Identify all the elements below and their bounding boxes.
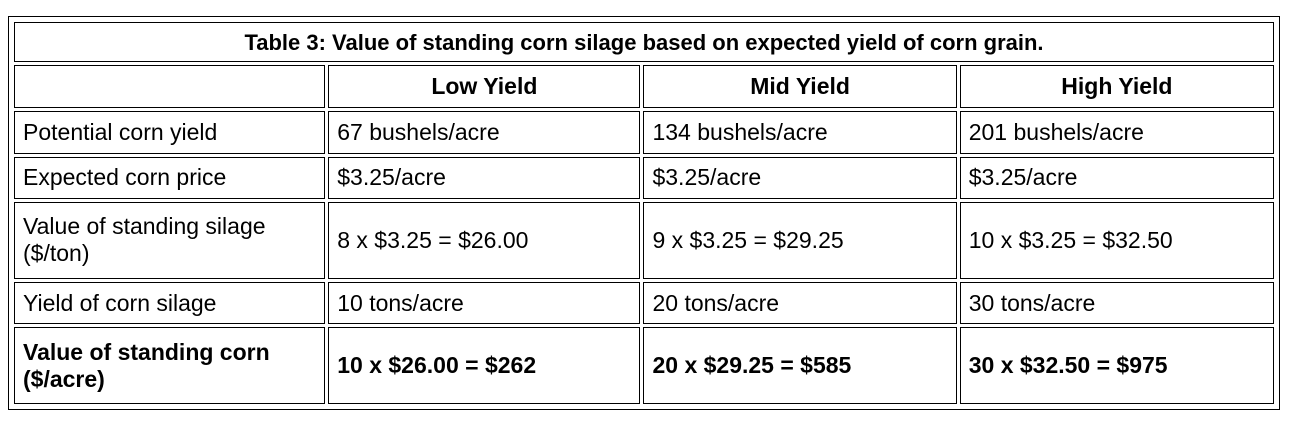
table-row: Expected corn price $3.25/acre $3.25/acr…	[14, 156, 1274, 200]
row-label: Expected corn price	[14, 156, 326, 200]
row-label: Potential corn yield	[14, 111, 326, 154]
table-title-row: Table 3: Value of standing corn silage b…	[14, 22, 1274, 63]
cell-mid: 134 bushels/acre	[643, 111, 957, 154]
table-row: Value of standing silage ($/ton) 8 x $3.…	[14, 202, 1274, 279]
cell-mid: 20 x $29.25 = $585	[643, 327, 957, 404]
table-row: Yield of corn silage 10 tons/acre 20 ton…	[14, 281, 1274, 325]
row-label: Value of standing corn ($/acre)	[14, 327, 326, 404]
cell-low: $3.25/acre	[328, 156, 641, 200]
cell-low: 67 bushels/acre	[328, 111, 641, 154]
column-header-low-yield: Low Yield	[328, 65, 641, 108]
table-row: Potential corn yield 67 bushels/acre 134…	[14, 111, 1274, 154]
cell-low: 8 x $3.25 = $26.00	[328, 202, 641, 279]
silage-value-table: Table 3: Value of standing corn silage b…	[11, 19, 1277, 407]
cell-high: 30 tons/acre	[959, 281, 1274, 325]
column-header-blank	[14, 65, 326, 108]
cell-mid: 20 tons/acre	[643, 281, 957, 325]
table-header-row: Low Yield Mid Yield High Yield	[14, 65, 1274, 108]
cell-mid: 9 x $3.25 = $29.25	[643, 202, 957, 279]
cell-low: 10 tons/acre	[328, 281, 641, 325]
table-title: Table 3: Value of standing corn silage b…	[14, 22, 1274, 63]
column-header-high-yield: High Yield	[959, 65, 1274, 108]
table-frame: Table 3: Value of standing corn silage b…	[8, 16, 1280, 410]
cell-high: 30 x $32.50 = $975	[959, 327, 1274, 404]
cell-low: 10 x $26.00 = $262	[328, 327, 641, 404]
row-label: Value of standing silage ($/ton)	[14, 202, 326, 279]
cell-high: $3.25/acre	[959, 156, 1274, 200]
column-header-mid-yield: Mid Yield	[643, 65, 957, 108]
cell-mid: $3.25/acre	[643, 156, 957, 200]
cell-high: 201 bushels/acre	[959, 111, 1274, 154]
row-label: Yield of corn silage	[14, 281, 326, 325]
table-row: Value of standing corn ($/acre) 10 x $26…	[14, 327, 1274, 404]
cell-high: 10 x $3.25 = $32.50	[959, 202, 1274, 279]
